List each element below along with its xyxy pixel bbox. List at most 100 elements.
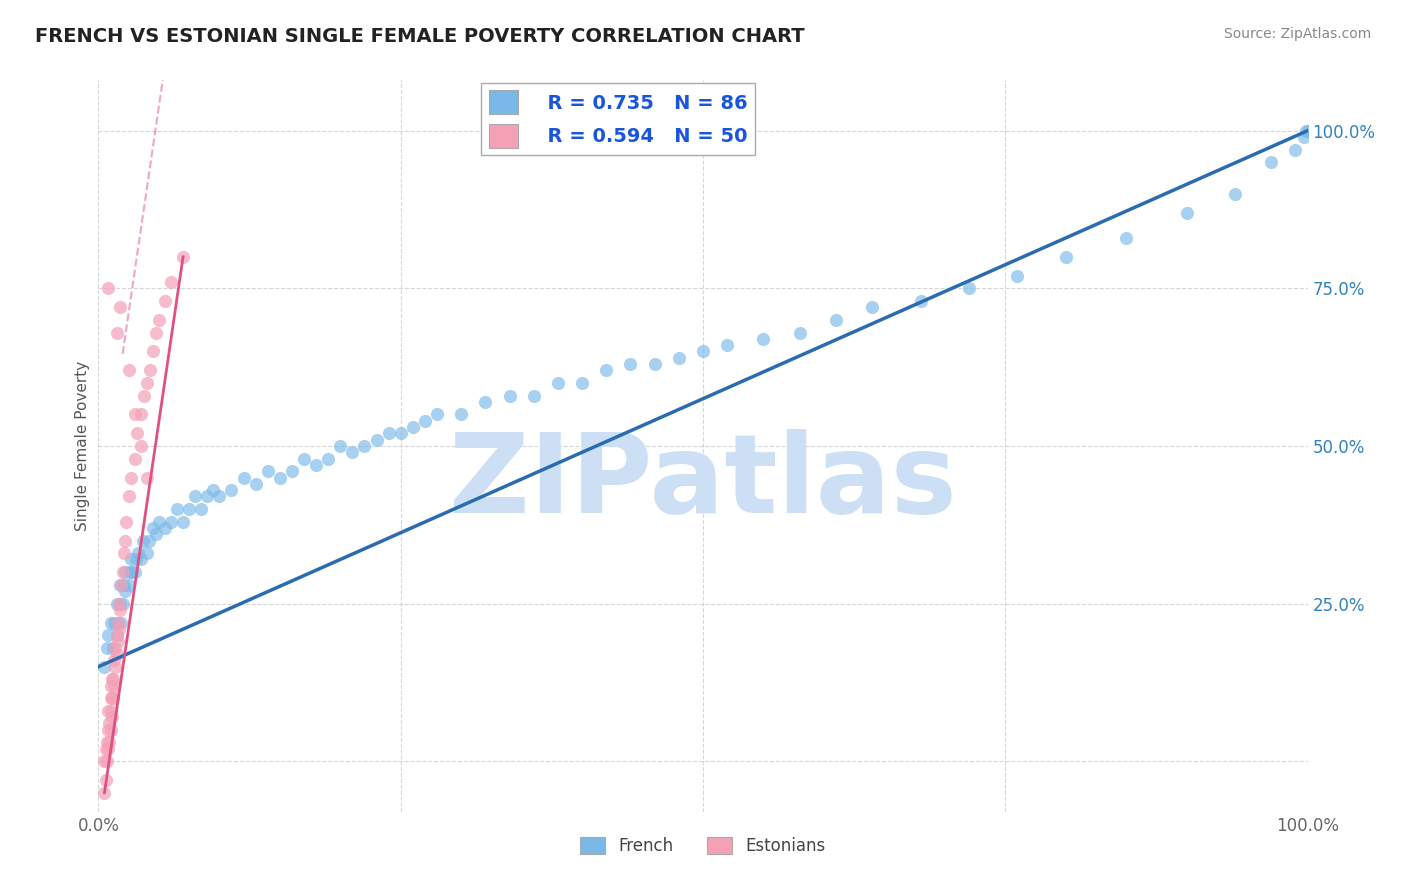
Point: [139, 363, 162, 377]
Point: [129, 408, 152, 422]
Point: [118, 565, 141, 579]
Point: [108, 622, 131, 636]
Point: [101, 673, 124, 687]
Point: [129, 552, 152, 566]
Y-axis label: Single Female Poverty: Single Female Poverty: [75, 361, 90, 531]
Point: [94, 741, 117, 756]
Point: [107, 615, 129, 630]
Point: [120, 470, 142, 484]
Point: [716, 338, 738, 352]
Point: [98, 735, 121, 749]
Point: [426, 408, 449, 422]
Point: [138, 533, 160, 548]
Point: [353, 439, 375, 453]
Point: [100, 691, 122, 706]
Point: [97, 704, 120, 718]
Point: [377, 426, 399, 441]
Point: [96, 754, 118, 768]
Text: FRENCH VS ESTONIAN SINGLE FEMALE POVERTY CORRELATION CHART: FRENCH VS ESTONIAN SINGLE FEMALE POVERTY…: [35, 27, 804, 45]
Point: [127, 546, 149, 560]
Point: [105, 326, 128, 340]
Point: [153, 293, 176, 308]
Point: [124, 451, 146, 466]
Point: [860, 300, 883, 314]
Point: [97, 741, 120, 756]
Point: [118, 578, 141, 592]
Point: [129, 439, 152, 453]
Point: [135, 470, 157, 484]
Point: [825, 313, 848, 327]
Point: [100, 673, 122, 687]
Point: [108, 597, 131, 611]
Point: [110, 615, 132, 630]
Point: [103, 653, 125, 667]
Point: [108, 597, 131, 611]
Point: [96, 640, 118, 655]
Point: [292, 451, 315, 466]
Point: [135, 546, 157, 560]
Point: [1007, 268, 1029, 283]
Point: [256, 464, 278, 478]
Point: [127, 426, 149, 441]
Point: [98, 716, 121, 731]
Legend: French, Estonians: French, Estonians: [574, 830, 832, 862]
Point: [94, 773, 117, 788]
Point: [104, 659, 127, 673]
Point: [342, 445, 364, 459]
Point: [269, 470, 291, 484]
Point: [195, 490, 218, 504]
Point: [668, 351, 690, 365]
Point: [1292, 130, 1315, 145]
Point: [145, 326, 167, 340]
Point: [124, 565, 146, 579]
Point: [103, 679, 125, 693]
Point: [160, 275, 183, 289]
Point: [190, 502, 212, 516]
Point: [619, 357, 641, 371]
Point: [111, 565, 134, 579]
Point: [166, 502, 188, 516]
Point: [172, 515, 194, 529]
Point: [547, 376, 569, 390]
Point: [108, 578, 131, 592]
Point: [1260, 155, 1282, 169]
Point: [1284, 143, 1306, 157]
Point: [789, 326, 811, 340]
Point: [124, 408, 146, 422]
Point: [115, 515, 138, 529]
Point: [120, 552, 142, 566]
Point: [105, 597, 128, 611]
Point: [179, 502, 201, 516]
Point: [305, 458, 328, 472]
Point: [1296, 124, 1319, 138]
Point: [96, 735, 118, 749]
Point: [692, 344, 714, 359]
Point: [202, 483, 225, 497]
Point: [97, 281, 120, 295]
Point: [100, 710, 122, 724]
Point: [366, 433, 388, 447]
Point: [118, 363, 141, 377]
Point: [752, 332, 775, 346]
Point: [221, 483, 243, 497]
Point: [153, 521, 176, 535]
Point: [644, 357, 666, 371]
Point: [523, 388, 546, 402]
Point: [148, 515, 170, 529]
Point: [121, 565, 143, 579]
Point: [112, 578, 135, 592]
Point: [389, 426, 412, 441]
Point: [97, 628, 120, 642]
Point: [245, 476, 267, 491]
Point: [402, 420, 425, 434]
Point: [172, 250, 194, 264]
Point: [108, 603, 131, 617]
Point: [474, 395, 496, 409]
Point: [316, 451, 339, 466]
Point: [1115, 231, 1137, 245]
Point: [135, 376, 157, 390]
Point: [160, 515, 183, 529]
Point: [134, 388, 156, 402]
Point: [145, 527, 167, 541]
Point: [125, 552, 148, 566]
